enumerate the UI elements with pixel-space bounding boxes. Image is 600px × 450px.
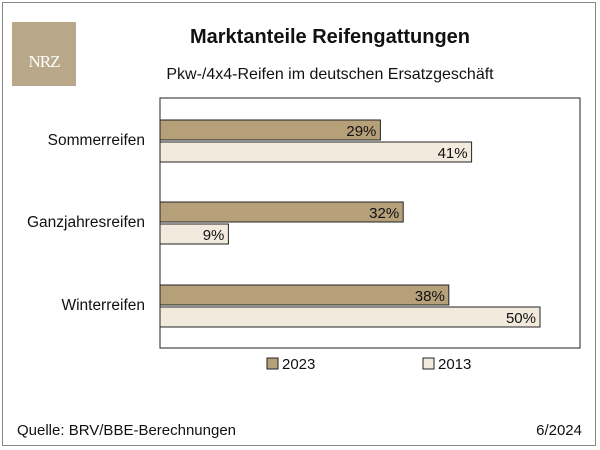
bar-2023 [159,201,404,223]
chart-frame [2,2,596,446]
data-label: 9% [203,227,225,244]
legend-label: 2013 [438,356,471,373]
data-label: 38% [415,288,445,305]
source-note: Quelle: BRV/BBE-Berechnungen [17,422,237,439]
bar-2013 [159,141,473,163]
data-label: 32% [369,205,399,222]
logo-text: NRZ [28,52,61,71]
data-label: 50% [506,310,536,327]
legend-label: 2023 [282,356,315,373]
chart-subtitle: Pkw-/4x4-Reifen im deutschen Ersatzgesch… [166,66,494,83]
category-label: Ganzjahresreifen [27,214,145,231]
legend-swatch-2023 [266,357,279,370]
data-label: 41% [438,145,468,162]
plot-area [159,97,581,349]
bar-2023 [159,119,381,141]
bar-2013 [159,223,229,245]
nrz-logo: NRZ [12,22,76,86]
bar-2023 [159,284,450,306]
data-label: 29% [346,123,376,140]
category-label: Sommerreifen [48,132,145,149]
category-label: Winterreifen [61,297,145,314]
publication-date: 6/2024 [536,422,582,439]
bar-2013 [159,306,541,328]
chart-title: Marktanteile Reifengattungen [189,26,471,48]
legend-swatch-2013 [422,357,435,370]
